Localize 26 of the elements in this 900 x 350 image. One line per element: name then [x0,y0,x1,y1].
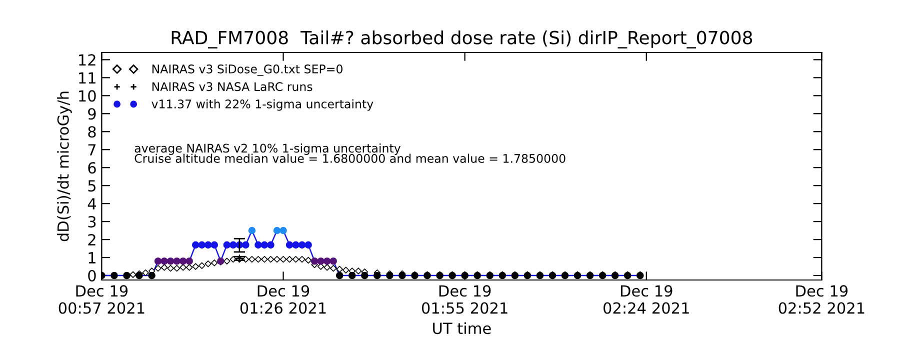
y-tick-label: 4 [88,198,96,210]
y-tick-label: 0 [88,270,96,282]
y-tick-label: 7 [88,144,96,156]
legend-label: NAIRAS v3 SiDose_G0.txt SEP=0 [152,64,342,76]
legend-label: v11.37 with 22% 1-sigma uncertainty [152,99,374,111]
y-tick-label: 8 [88,126,96,138]
y-tick-label: 9 [88,108,96,120]
y-tick-label: 2 [88,234,96,246]
x-tick-label: Dec 19 02:52 2021 [778,285,864,314]
x-tick-label: Dec 19 02:24 2021 [604,285,689,314]
y-tick-label: 1 [88,252,96,264]
y-tick-label: 3 [88,216,96,228]
annotation: average NAIRAS v2 10% 1-sigma uncertainty [134,144,401,155]
y-tick-label: 10 [79,90,96,102]
y-tick-label: 12 [79,54,96,66]
y-axis-title: dD(Si)/dt microGy/h [57,92,72,242]
x-axis-title: UT time [433,322,491,334]
annotation: Cruise altitude median value = 1.6800000 and mean value = 1.7850000 [134,154,566,163]
legend-label: NAIRAS v3 NASA LaRC runs [152,82,312,92]
y-tick-label: 6 [88,162,96,174]
chart-title: RAD_FM7008 Tail#? absorbed dose rate (Si) dirIP_Report_07008 [172,30,752,48]
x-tick-label: Dec 19 00:57 2021 [58,285,144,314]
y-tick-label: 5 [88,180,96,192]
y-tick-label: 11 [79,72,96,84]
x-tick-label: Dec 19 01:55 2021 [422,285,508,314]
x-tick-label: Dec 19 01:26 2021 [240,285,326,314]
